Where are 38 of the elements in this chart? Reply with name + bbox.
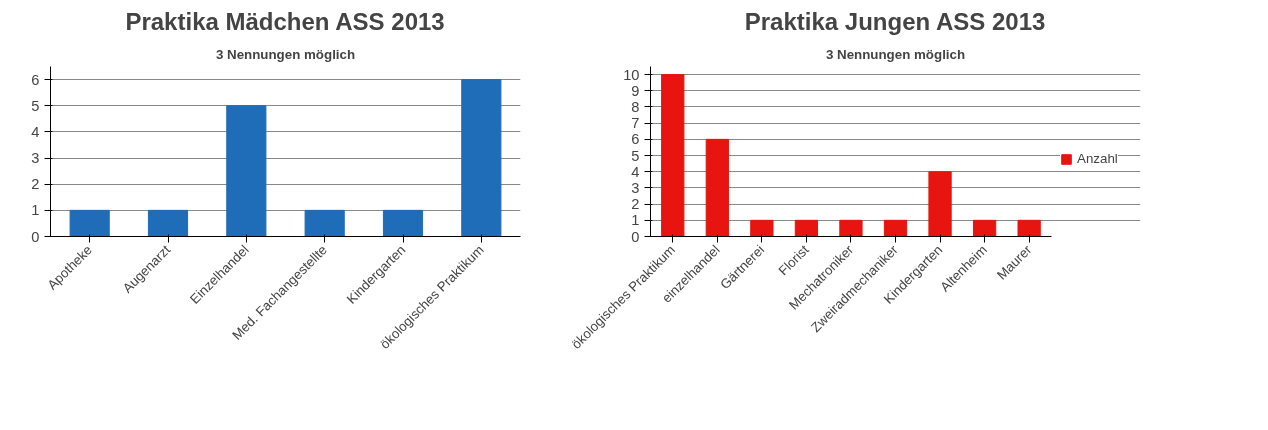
y-tick-label: 6	[31, 71, 40, 88]
chart-title: Praktika Mädchen ASS 2013	[125, 7, 445, 35]
y-tick-label: 6	[631, 131, 640, 148]
y-tick-label: 3	[31, 150, 40, 167]
y-tick-label: 7	[631, 115, 640, 132]
y-tick-label: 10	[623, 66, 640, 83]
bar	[1017, 219, 1041, 237]
y-tick-label: 8	[631, 98, 640, 115]
y-tick-label: 5	[31, 97, 40, 114]
bar	[147, 209, 189, 237]
bar	[972, 219, 997, 237]
bar	[705, 138, 729, 237]
bar	[461, 79, 502, 237]
bar	[661, 74, 685, 237]
bar	[750, 219, 774, 237]
bar	[839, 219, 863, 237]
bar	[928, 171, 952, 237]
chart-subtitle: 3 Nennungen möglich	[825, 46, 966, 62]
bar	[883, 219, 908, 237]
y-tick-label: 0	[31, 228, 40, 245]
y-tick-label: 1	[31, 202, 40, 219]
y-tick-label: 5	[631, 147, 640, 164]
y-tick-label: 9	[631, 82, 640, 99]
bar	[69, 209, 110, 237]
y-tick-label: 2	[31, 176, 40, 193]
bar	[226, 105, 267, 237]
y-tick-label: 4	[631, 163, 640, 180]
y-tick-label: 2	[631, 196, 640, 213]
y-tick-label: 0	[631, 228, 640, 245]
chart-title: Praktika Jungen ASS 2013	[744, 7, 1046, 35]
y-tick-label: 4	[31, 123, 40, 140]
bar	[304, 209, 345, 237]
legend-label: Anzahl	[1077, 151, 1118, 166]
bar	[382, 209, 424, 237]
chart-subtitle: 3 Nennungen möglich	[215, 46, 356, 62]
y-tick-label: 3	[631, 179, 640, 196]
bar	[794, 219, 819, 237]
y-tick-label: 1	[631, 212, 640, 229]
